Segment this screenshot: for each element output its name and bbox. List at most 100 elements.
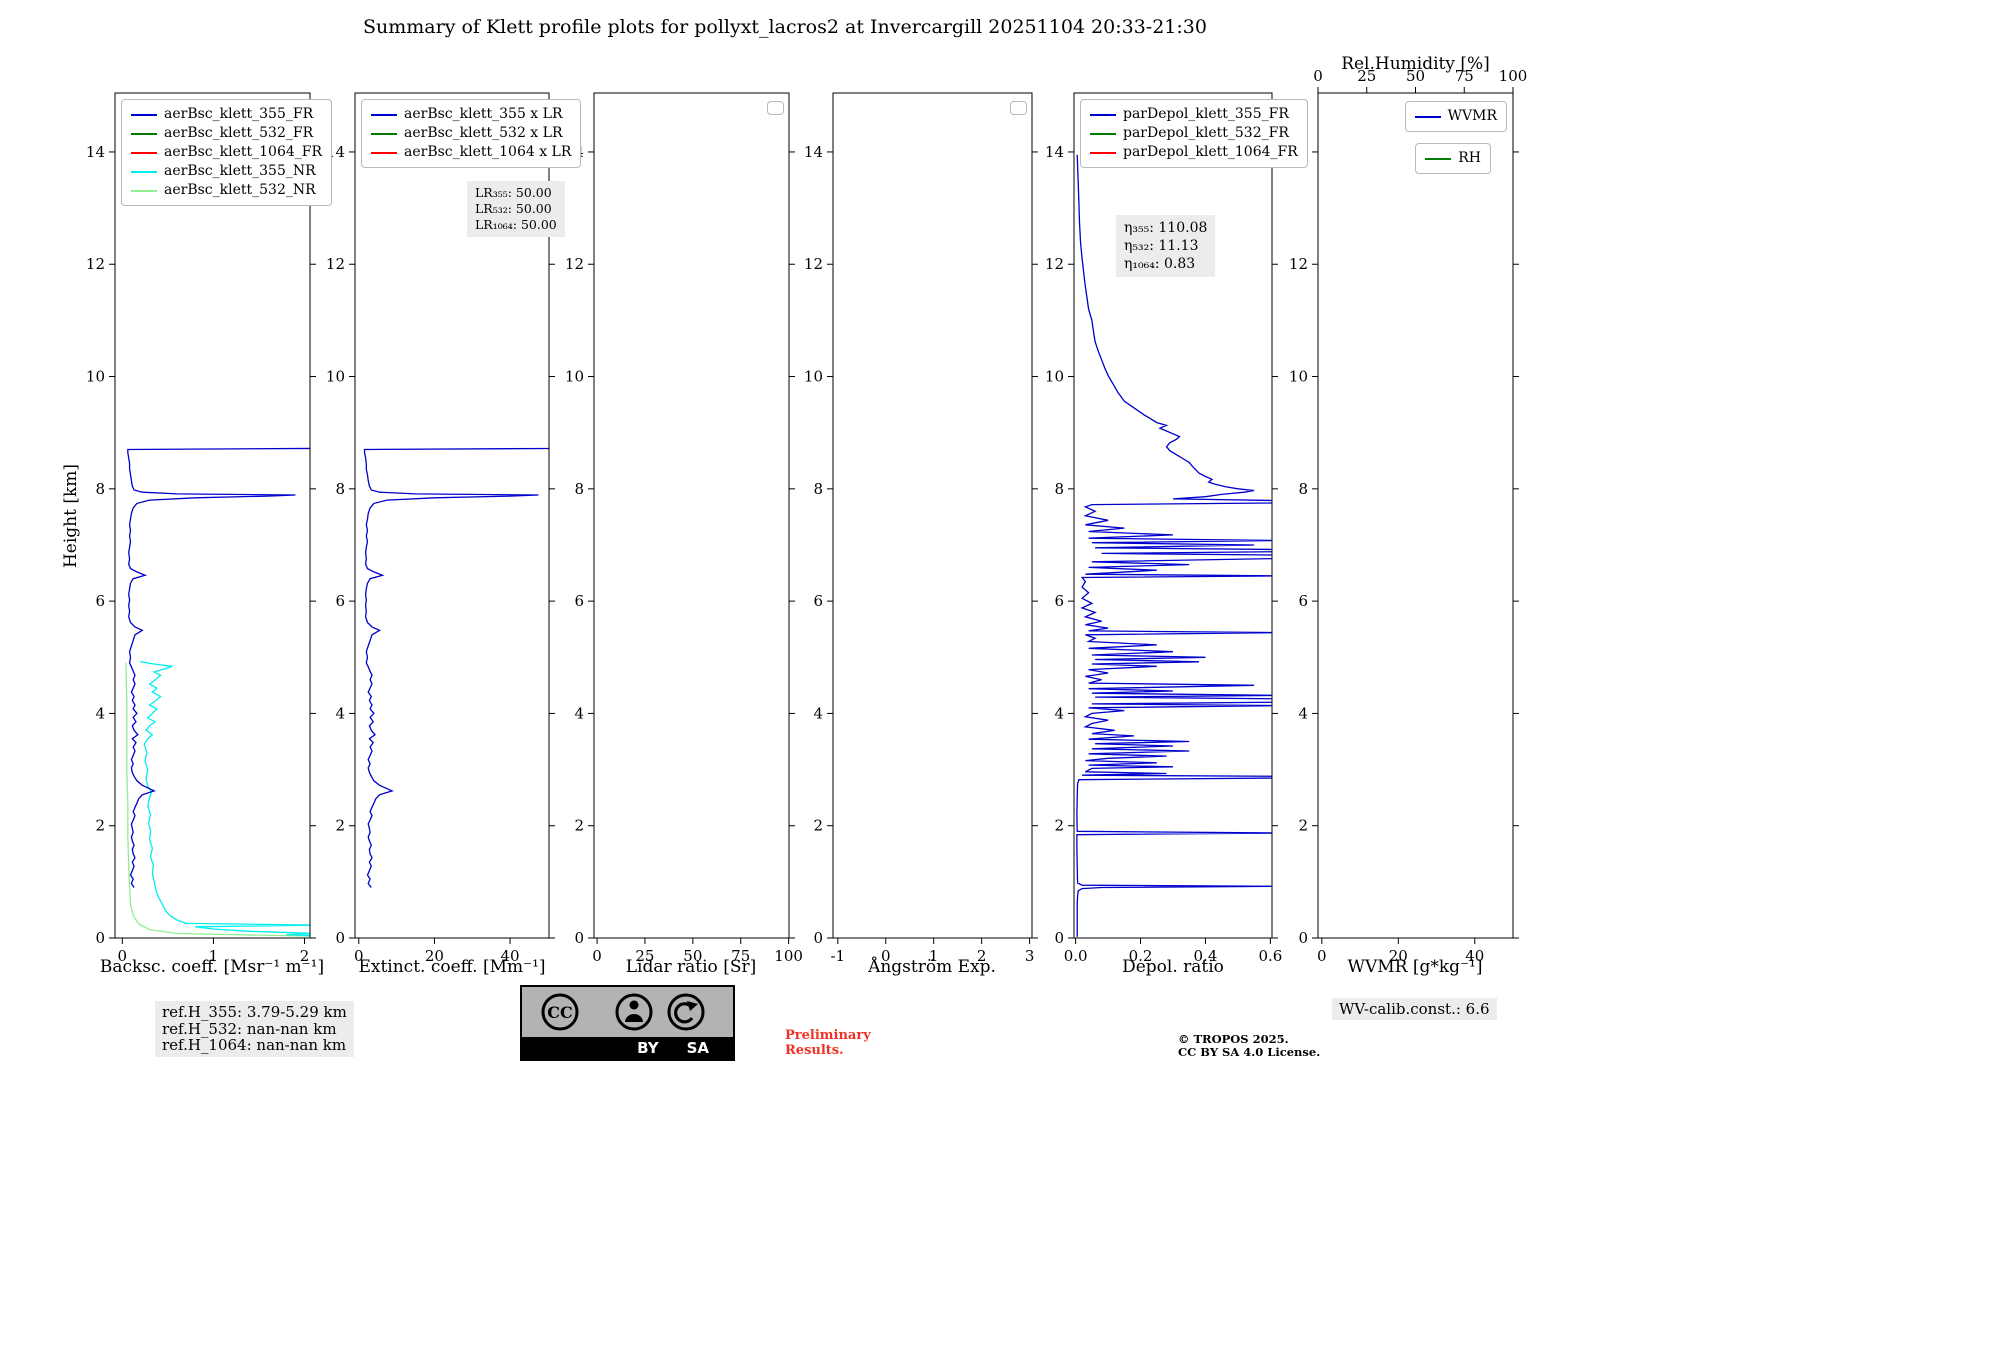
x-axis-label-depol: Depol. ratio [1122, 957, 1224, 977]
legend-entry: aerBsc_klett_355 x LR [371, 105, 571, 124]
y-tick-label: 8 [1054, 480, 1064, 498]
x-tick-label: 0.0 [1064, 947, 1088, 965]
y-tick-label: 0 [813, 929, 823, 947]
legend-label: aerBsc_klett_355_NR [164, 163, 316, 179]
legend-entry: parDepol_klett_532_FR [1090, 124, 1298, 143]
eta-532-value: η₅₃₂: 11.13 [1124, 238, 1199, 254]
copyright-line-1: © TROPOS 2025. [1178, 1032, 1289, 1046]
cc-badge-icons: CC [522, 987, 733, 1037]
top-axis-label: Rel.Humidity [%] [1341, 54, 1490, 74]
series-aerBsc_klett_532_NR [125, 662, 310, 937]
x-tick-label: 3 [1025, 947, 1035, 965]
legend-angstrom-empty [1010, 101, 1027, 115]
y-tick-label: 0 [1054, 929, 1064, 947]
y-tick-label: 0 [335, 929, 345, 947]
x-tick-label: 0 [118, 947, 128, 965]
legend-entry: aerBsc_klett_355_NR [131, 162, 322, 181]
x-tick-label: 0.4 [1194, 947, 1218, 965]
panel-bg-backsc [115, 93, 310, 938]
legend-label: aerBsc_klett_355 x LR [404, 106, 563, 122]
legend-wvmr-0: WVMR [1404, 101, 1507, 132]
legend-line-sample [1090, 113, 1116, 116]
x-axis-label-wvmr: WVMR [g*kg⁻¹] [1347, 957, 1483, 977]
x-tick-label: 0 [881, 947, 891, 965]
legend-label: parDepol_klett_1064_FR [1123, 144, 1298, 160]
panel-frame-angstrom [832, 92, 1033, 939]
x-tick-label: 0.6 [1258, 947, 1282, 965]
top-tick-label: 100 [1499, 67, 1528, 85]
x-tick-label: 0 [354, 947, 364, 965]
x-tick-label: 0 [1317, 947, 1327, 965]
legend-entry: aerBsc_klett_532 x LR [371, 124, 571, 143]
ref-h-1064: ref.H_1064: nan-nan km [162, 1036, 347, 1054]
legend-line-sample [371, 113, 397, 116]
y-tick-label: 6 [813, 592, 823, 610]
top-tick-label: 50 [1406, 67, 1425, 85]
legend-label: aerBsc_klett_532_NR [164, 182, 316, 198]
series-aerBsc_klett_355_x_LR [363, 447, 549, 888]
top-tick-label: 0 [1313, 67, 1323, 85]
x-axis-label-backsc: Backsc. coeff. [Msr⁻¹ m⁻¹] [99, 957, 325, 977]
attribution-person-icon [615, 993, 653, 1031]
panel-frame-extinct [354, 92, 550, 939]
preliminary-results-note: Preliminary Results. [785, 1028, 871, 1058]
legend-label: aerBsc_klett_355_FR [164, 106, 314, 122]
legend-entry: aerBsc_klett_532_FR [131, 124, 322, 143]
ref-h-532: ref.H_532: nan-nan km [162, 1019, 337, 1038]
legend-extinct: aerBsc_klett_355 x LR aerBsc_klett_532 x … [361, 99, 582, 168]
legend-label: WVMR [1447, 108, 1497, 124]
cc-by-label: BY [637, 1039, 659, 1057]
y-tick-label: 2 [813, 817, 823, 835]
copyright-note: © TROPOS 2025. CC BY SA 4.0 License. [1178, 1033, 1320, 1059]
legend-line-sample [371, 151, 397, 154]
x-axis-label-lidar-ratio: Lidar ratio [Sr] [625, 957, 757, 977]
legend-entry: RH [1425, 149, 1481, 168]
lr-532-value: LR₅₃₂: 50.00 [475, 201, 552, 216]
top-tick-label: 75 [1455, 67, 1474, 85]
y-tick-label: 10 [86, 368, 105, 386]
y-tick-label: 8 [95, 480, 105, 498]
y-tick-label: 6 [95, 592, 105, 610]
legend-label: aerBsc_klett_1064_FR [164, 144, 323, 160]
y-tick-label: 2 [335, 817, 345, 835]
legend-wvmr-1: RH [1415, 143, 1491, 174]
y-tick-label: 12 [1289, 255, 1308, 273]
y-tick-label: 6 [574, 592, 584, 610]
legend-label: aerBsc_klett_1064 x LR [404, 144, 572, 160]
y-tick-label: 10 [804, 368, 823, 386]
x-tick-label: 50 [683, 947, 702, 965]
y-tick-label: 2 [1054, 817, 1064, 835]
x-tick-label: 75 [731, 947, 750, 965]
legend-entry: aerBsc_klett_532_NR [131, 181, 322, 200]
y-tick-label: 2 [574, 817, 584, 835]
y-tick-label: 10 [326, 368, 345, 386]
y-tick-label: 8 [1298, 480, 1308, 498]
legend-entry: aerBsc_klett_1064_FR [131, 143, 322, 162]
y-tick-label: 14 [1045, 143, 1064, 161]
legend-line-sample [131, 113, 157, 116]
preliminary-line-1: Preliminary [785, 1028, 871, 1043]
legend-line-sample [131, 132, 157, 135]
x-tick-label: 0 [592, 947, 602, 965]
legend-entry: aerBsc_klett_1064 x LR [371, 143, 571, 162]
y-tick-label: 10 [1289, 368, 1308, 386]
y-tick-label: 12 [804, 255, 823, 273]
y-tick-label: 4 [95, 704, 105, 722]
y-tick-label: 14 [86, 143, 105, 161]
y-tick-label: 4 [574, 704, 584, 722]
legend-line-sample [1090, 132, 1116, 135]
y-tick-label: 2 [95, 817, 105, 835]
y-tick-label: 10 [565, 368, 584, 386]
y-tick-label: 6 [1298, 592, 1308, 610]
y-tick-label: 12 [565, 255, 584, 273]
y-tick-label: 4 [1298, 704, 1308, 722]
reference-height-box: ref.H_355: 3.79-5.29 km ref.H_532: nan-n… [155, 1001, 354, 1057]
share-alike-icon [667, 993, 705, 1031]
cc-by-sa-badge: CC BY SA [520, 985, 735, 1061]
eta-355-value: η₃₅₅: 110.08 [1124, 220, 1208, 236]
series-aerBsc_klett_355_NR [140, 661, 310, 937]
legend-entry: parDepol_klett_1064_FR [1090, 143, 1298, 162]
x-tick-label: 2 [977, 947, 987, 965]
x-tick-label: 20 [425, 947, 444, 965]
